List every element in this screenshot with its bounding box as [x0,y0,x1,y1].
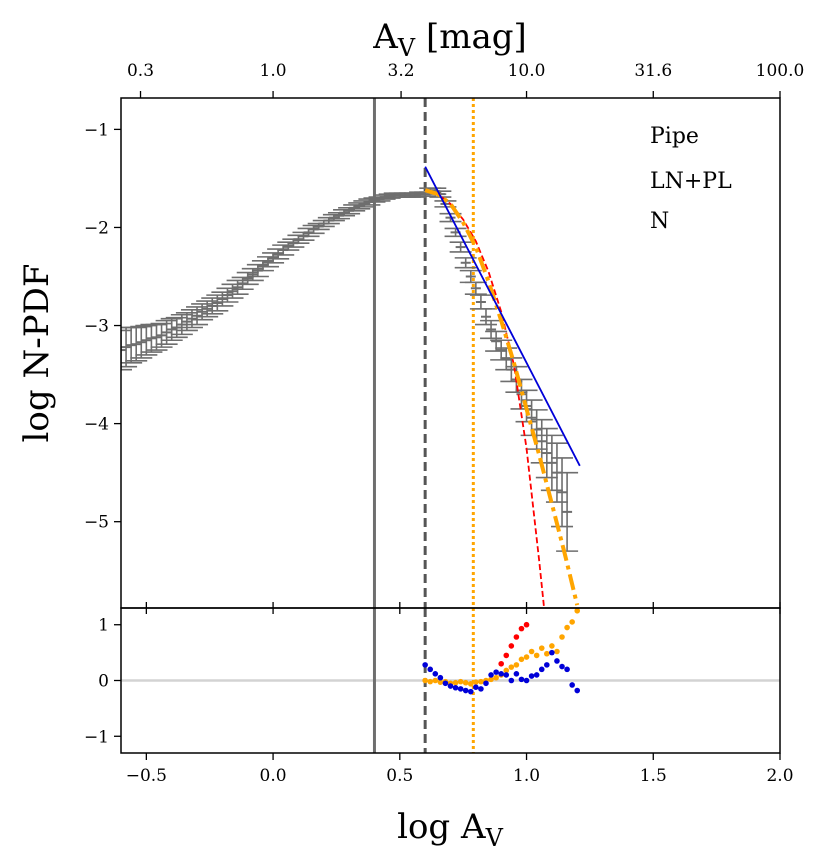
residual-point-blue [452,684,459,691]
x-tick-label: −0.5 [126,766,167,786]
y-axis-label: log N-PDF [17,264,57,443]
residual-point-blue [498,671,504,677]
residual-point-orange [452,679,459,686]
powerlaw-fit-line [424,166,581,467]
residual-point-orange [528,648,535,655]
residual-point-orange [518,656,525,663]
residual-point-orange [569,619,575,625]
residual-point-blue [523,677,530,684]
residual-point-blue [493,669,499,675]
residual-point-orange [493,674,499,681]
residual-point-blue [447,683,454,689]
residual-point-blue [432,671,439,677]
top-x-tick-label: 10.0 [508,61,546,81]
residual-point-red [503,652,510,659]
y-tick-label-main: −5 [84,513,109,533]
residual-point-orange [559,634,565,640]
residual-point-orange [488,676,494,683]
residual-point-blue [559,663,565,670]
top-x-tick-label: 31.6 [634,61,672,81]
residual-point-blue [513,671,520,677]
residual-point-blue [442,680,449,687]
lnpl-fit-line [424,188,580,606]
y-tick-label-main: −1 [84,120,109,140]
x-axis-label: log AV [397,807,503,852]
residual-point-orange [503,667,510,674]
x-tick-label: 0.5 [386,766,413,786]
residual-point-blue [473,684,479,690]
residual-point-orange [437,679,444,685]
residual-point-blue [528,673,535,679]
x-tick-label: 1.5 [640,766,667,786]
legend-line-3: N [650,209,669,234]
residual-panel-plot-area [121,608,780,753]
residual-point-orange [564,624,570,631]
residual-point-orange [422,677,428,684]
x-tick-label: 1.0 [513,766,540,786]
residual-point-blue [564,666,570,673]
top-x-tick-label: 0.3 [127,61,154,81]
residual-point-blue [544,662,550,668]
residual-point-orange [462,679,469,686]
residual-point-red [513,634,520,640]
residual-point-orange [478,678,484,685]
residual-point-blue [518,676,525,683]
top-x-tick-label: 1.0 [260,61,287,81]
y-tick-label-residual: 1 [98,616,109,636]
residual-point-red [518,625,525,632]
top-axis-label: AV [mag] [372,17,527,62]
residual-point-blue [533,672,540,678]
residual-point-orange [538,645,545,651]
residual-point-blue [508,677,515,684]
residual-point-orange [473,679,479,685]
residual-point-red [523,621,530,628]
residual-point-orange [457,678,464,685]
residual-point-blue [467,688,474,695]
residual-point-blue [483,680,489,687]
residual-point-blue [457,686,464,692]
x-tick-label: 0.0 [260,766,287,786]
residual-point-orange [432,677,439,684]
residual-point-blue [478,686,484,692]
legend-line-1: Pipe [650,124,699,149]
residual-point-orange [467,681,474,687]
residual-point-blue [488,672,494,678]
residual-point-orange [554,648,560,655]
residual-point-red [498,660,504,667]
residual-point-blue [437,674,444,681]
y-tick-label-residual: −1 [84,727,109,747]
main-panel-plot-area [121,98,581,608]
residual-point-blue [422,662,428,668]
residual-point-orange [523,654,530,660]
residual-point-orange [427,678,434,685]
residual-point-blue [569,682,575,688]
residual-point-blue [427,666,434,673]
top-x-tick-label: 3.2 [388,61,415,81]
residual-point-orange [574,608,581,614]
y-tick-label-main: −2 [84,218,109,238]
residual-point-red [508,643,515,649]
residual-point-blue [503,672,510,678]
x-tick-label: 2.0 [766,766,793,786]
residual-point-orange [544,650,550,657]
residual-point-orange [549,643,555,649]
residual-point-blue [554,658,560,664]
residual-point-orange [513,662,520,668]
y-tick-label-main: −4 [84,415,109,435]
top-x-tick-label: 100.0 [756,61,805,81]
residual-point-blue [538,666,545,673]
residual-point-orange [508,664,515,670]
residual-point-orange [533,652,540,659]
residual-point-blue [574,687,581,694]
y-tick-label-residual: 0 [98,672,109,692]
residual-point-blue [549,649,555,656]
axis-text: AV [mag] log AV log N-PDF Pipe LN+PL N −… [17,17,804,852]
axes [114,91,781,760]
y-tick-label-main: −3 [84,317,109,337]
residual-point-blue [462,687,469,694]
legend-line-2: LN+PL [650,169,732,194]
